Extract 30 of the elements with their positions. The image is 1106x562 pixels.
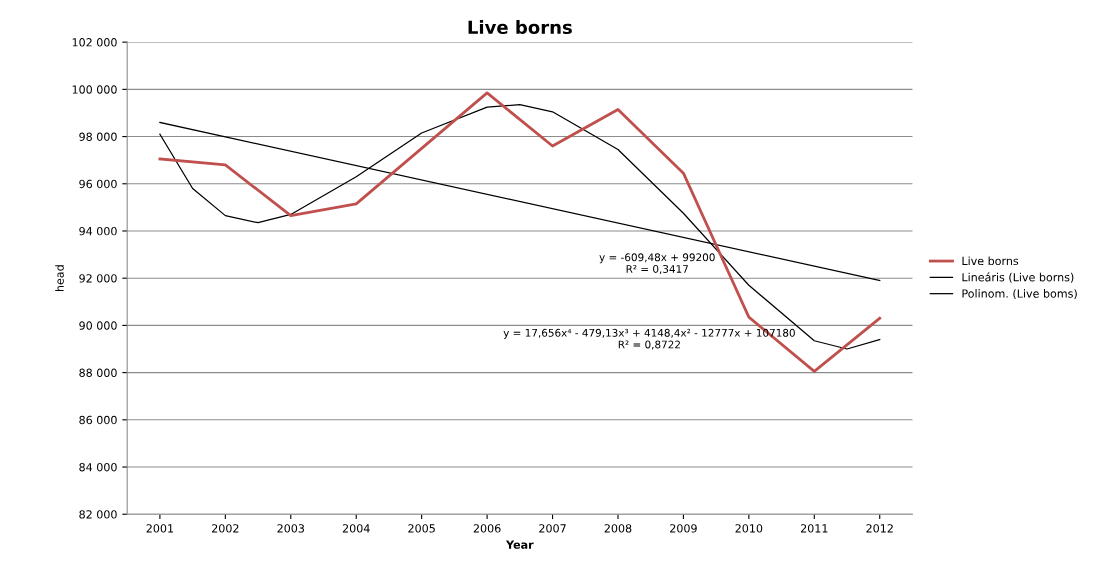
x-axis-title: Year [505, 540, 534, 549]
y-tick-label: 82 000 [79, 510, 117, 519]
x-tick-label: 2004 [342, 524, 370, 533]
legend-label: Live borns [962, 256, 1019, 266]
legend-label: Lineáris (Live borns) [962, 272, 1074, 283]
legend-label: Polinom. (Live boms) [962, 289, 1077, 300]
x-tick-label: 2005 [408, 524, 435, 533]
y-tick-label: 90 000 [79, 321, 117, 330]
x-tick-label: 2003 [277, 524, 305, 533]
x-tick-label: 2012 [866, 524, 893, 533]
y-tick-label: 102 000 [72, 38, 117, 47]
x-tick-label: 2011 [800, 524, 828, 533]
x-tick-label: 2007 [539, 524, 566, 533]
y-tick-label: 100 000 [72, 85, 117, 94]
y-tick-label: 98 000 [79, 132, 117, 141]
y-tick-label: 88 000 [79, 368, 117, 377]
x-tick-label: 2008 [604, 524, 632, 533]
y-tick-label: 94 000 [79, 226, 117, 236]
y-tick-label: 86 000 [79, 415, 117, 425]
x-tick-label: 2002 [212, 524, 239, 533]
annotation: y = -609,48x + 99200 R² = 0,3417 [599, 253, 715, 274]
y-tick-label: 92 000 [79, 274, 117, 283]
x-tick-label: 2010 [735, 524, 763, 533]
x-tick-label: 2009 [670, 524, 697, 533]
chart-title: Live borns [468, 20, 572, 35]
x-tick-label: 2001 [146, 524, 174, 533]
x-tick-label: 2006 [473, 524, 501, 533]
y-tick-label: 96 000 [79, 179, 117, 189]
y-tick-label: 84 000 [79, 463, 117, 472]
y-axis-title: head [55, 265, 64, 292]
